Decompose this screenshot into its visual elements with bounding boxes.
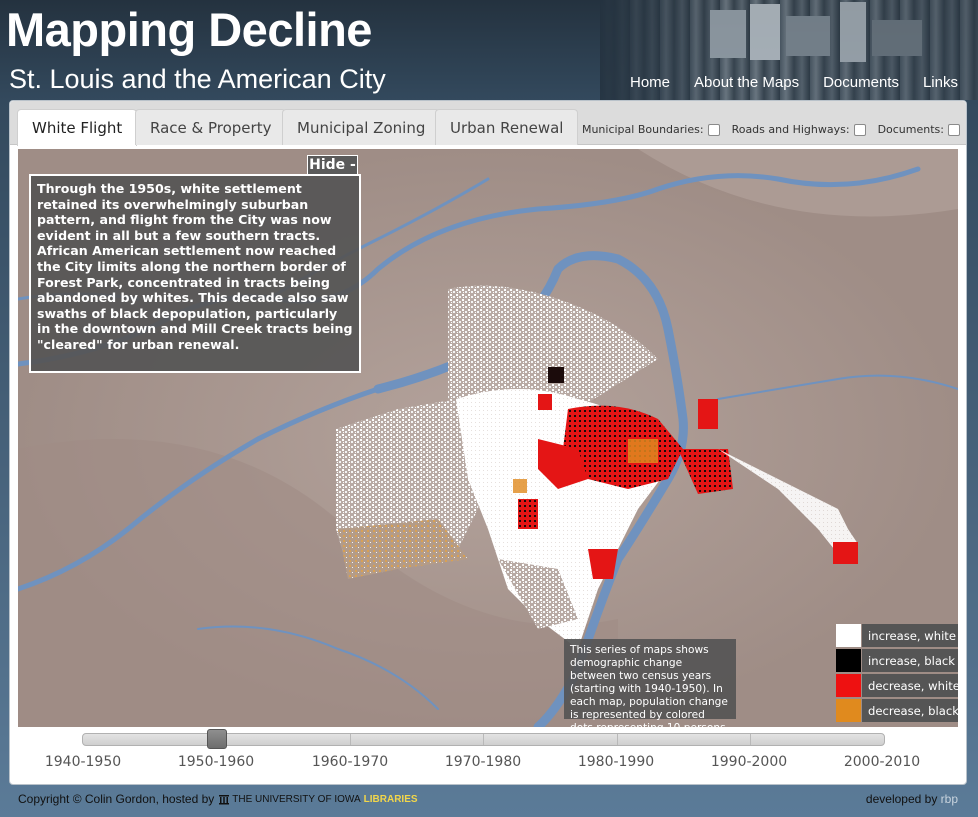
map-info-note: This series of maps shows demographic ch… [564, 639, 736, 727]
header-photo [600, 0, 978, 100]
legend-swatch-increase-white [836, 624, 861, 647]
site-header: Mapping Decline St. Louis and the Americ… [0, 0, 978, 100]
legend-label: increase, black [862, 649, 958, 672]
decade-label-2000-2010[interactable]: 2000-2010 [843, 754, 921, 770]
nav-documents[interactable]: Documents [823, 74, 899, 91]
copyright-text: Copyright © Colin Gordon, hosted by [18, 792, 215, 806]
decade-label-1990-2000[interactable]: 1990-2000 [710, 754, 788, 770]
map-legend: increase, white increase, black decrease… [836, 623, 958, 723]
decade-label-1970-1980[interactable]: 1970-1980 [444, 754, 522, 770]
legend-row: decrease, black [836, 698, 958, 723]
site-subtitle: St. Louis and the American City [9, 64, 386, 94]
toggle-municipal-boundaries: Municipal Boundaries: [582, 123, 720, 136]
legend-label: decrease, black [862, 699, 958, 722]
footer-credits: developed by rbp [866, 792, 958, 806]
footer-copyright: Copyright © Colin Gordon, hosted by THE … [18, 792, 418, 806]
layer-toggles: Municipal Boundaries: Roads and Highways… [570, 123, 960, 136]
decade-label-1950-1960[interactable]: 1950-1960 [177, 754, 255, 770]
top-nav: Home About the Maps Documents Links [606, 74, 958, 91]
roads-and-highways-checkbox[interactable] [853, 123, 866, 136]
documents-checkbox[interactable] [948, 123, 960, 136]
legend-row: increase, black [836, 648, 958, 673]
developer-link[interactable]: rbp [940, 792, 958, 806]
decade-slider-handle[interactable] [207, 729, 227, 749]
tab-white-flight[interactable]: White Flight [17, 109, 138, 146]
decade-label-1980-1990[interactable]: 1980-1990 [577, 754, 655, 770]
hide-narrative-button[interactable]: Hide - [307, 155, 358, 175]
nav-home[interactable]: Home [630, 74, 671, 91]
demographic-dots [336, 285, 858, 649]
legend-label: decrease, white [862, 674, 958, 697]
developed-by-text: developed by [865, 792, 938, 806]
libraries-label: LIBRARIES [363, 793, 418, 805]
nav-links[interactable]: Links [922, 74, 958, 91]
main-panel: White Flight Race & Property Municipal Z… [9, 100, 967, 785]
legend-swatch-decrease-black [836, 699, 861, 722]
university-libraries-link[interactable]: THE UNIVERSITY OF IOWA LIBRARIES [218, 793, 418, 805]
toggle-label: Municipal Boundaries: [581, 123, 704, 136]
toggle-label: Documents: [877, 123, 944, 136]
decade-labels: 1940-1950 1950-1960 1960-1970 1970-1980 … [10, 754, 966, 774]
toggle-documents: Documents: [878, 123, 960, 136]
toggle-roads-and-highways: Roads and Highways: [732, 123, 866, 136]
municipal-boundaries-checkbox[interactable] [707, 123, 720, 136]
legend-swatch-decrease-white [836, 674, 861, 697]
decade-label-1940-1950[interactable]: 1940-1950 [44, 754, 122, 770]
tab-race-and-property[interactable]: Race & Property [135, 109, 287, 145]
map-view[interactable]: Hide - Through the 1950s, white settleme… [18, 149, 958, 727]
legend-row: increase, white [836, 623, 958, 648]
tab-municipal-zoning[interactable]: Municipal Zoning [282, 109, 441, 145]
legend-swatch-increase-black [836, 649, 861, 672]
decade-label-1960-1970[interactable]: 1960-1970 [311, 754, 389, 770]
nav-about-the-maps[interactable]: About the Maps [694, 74, 800, 91]
library-logo-icon [219, 795, 230, 805]
toggle-label: Roads and Highways: [731, 123, 850, 136]
tab-bar: White Flight Race & Property Municipal Z… [10, 101, 966, 146]
legend-label: increase, white [862, 624, 958, 647]
university-name: THE UNIVERSITY OF IOWA [232, 793, 361, 805]
tab-urban-renewal[interactable]: Urban Renewal [435, 109, 579, 145]
legend-row: decrease, white [836, 673, 958, 698]
site-title: Mapping Decline [6, 3, 372, 56]
narrative-panel: Through the 1950s, white settlement reta… [29, 174, 361, 373]
decade-slider-track[interactable] [82, 733, 885, 746]
